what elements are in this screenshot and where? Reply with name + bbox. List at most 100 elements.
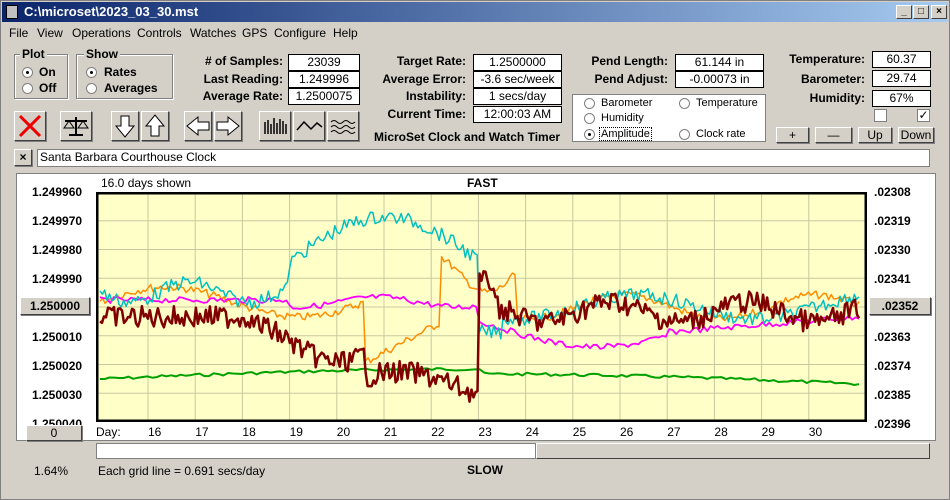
legend-barometer-radio[interactable] <box>584 98 595 109</box>
stop-button[interactable] <box>14 111 46 141</box>
line-graph-icon <box>296 120 323 131</box>
minus-button[interactable]: — <box>815 127 852 143</box>
menu-operations[interactable]: Operations <box>72 26 131 40</box>
day-tick-label: 26 <box>620 425 634 439</box>
legend-amplitude-label: Amplitude <box>599 127 652 141</box>
legend-humidity-radio[interactable] <box>584 113 595 124</box>
day-tick-label: 30 <box>808 425 823 439</box>
left-tick-label: 1.249960 <box>32 185 83 199</box>
app-icon <box>6 5 18 19</box>
legend-panel: Barometer Temperature Humidity Amplitude… <box>572 94 766 142</box>
balance-button[interactable] <box>60 111 92 141</box>
pend-adjust-value: -0.00073 in <box>675 71 764 88</box>
plot-on-radio[interactable] <box>22 67 33 78</box>
app-caption: MicroSet Clock and Watch Timer <box>374 130 561 144</box>
right-arrow-button[interactable] <box>214 111 242 141</box>
day-tick-label: 29 <box>761 425 775 439</box>
legend-clockrate-label: Clock rate <box>696 128 746 140</box>
arrow-up-icon <box>144 114 166 137</box>
target-rate-label: Target Rate: <box>396 54 466 68</box>
right-tick-label: .02374 <box>874 359 911 373</box>
average-error-label: Average Error: <box>382 72 466 86</box>
balance-icon <box>63 117 89 136</box>
plot-on-label: On <box>39 65 56 79</box>
left-tick-label: 1.249990 <box>32 272 83 286</box>
fast-label: FAST <box>467 176 498 190</box>
legend-amplitude-radio[interactable] <box>584 129 595 140</box>
day-tick-label: 20 <box>336 425 351 439</box>
right-tick-label: .02396 <box>874 417 911 431</box>
grid-note: Each grid line = 0.691 secs/day <box>98 464 266 478</box>
day-tick-label: 27 <box>667 425 681 439</box>
plus-button[interactable]: + <box>776 127 809 143</box>
last-reading-label: Last Reading: <box>203 72 283 86</box>
center-amplitude-button[interactable]: .02352 <box>869 297 931 315</box>
wave-icon <box>330 120 356 134</box>
humidity-label: Humidity: <box>809 91 865 105</box>
right-tick-label: .02330 <box>874 243 911 257</box>
show-rates-label: Rates <box>104 65 137 79</box>
scroll-down-button[interactable]: Down <box>898 127 934 143</box>
option-checkbox-2[interactable]: ✓ <box>917 108 930 122</box>
menu-view[interactable]: View <box>37 26 63 40</box>
show-group-title: Show <box>84 47 120 61</box>
legend-clockrate-radio[interactable] <box>679 129 690 140</box>
legend-temperature-label: Temperature <box>696 97 758 109</box>
right-tick-label: .02319 <box>874 214 911 228</box>
left-tick-label: 1.250030 <box>32 388 83 402</box>
right-tick-label: .02308 <box>874 185 911 199</box>
down-arrow-button[interactable] <box>111 111 139 141</box>
plot-off-radio[interactable] <box>22 83 33 94</box>
bars-view-button[interactable] <box>259 111 291 141</box>
center-rate-button[interactable]: 1.250000 <box>20 297 90 315</box>
show-rates-radio[interactable] <box>86 67 97 78</box>
plot-off-label: Off <box>39 81 57 95</box>
legend-temperature-radio[interactable] <box>679 98 690 109</box>
title-bar: C:\microset\2023_03_30.mst _ □ × <box>2 2 948 22</box>
menu-gps[interactable]: GPS <box>242 26 268 40</box>
arrow-right-icon <box>216 115 240 137</box>
window-title: C:\microset\2023_03_30.mst <box>24 4 199 19</box>
day-tick-label: 22 <box>431 425 445 439</box>
target-rate-value: 1.2500000 <box>473 54 562 71</box>
scroll-track[interactable] <box>96 443 536 459</box>
day-axis-label: Day: <box>96 425 121 439</box>
legend-barometer-label: Barometer <box>601 97 653 109</box>
arrow-down-icon <box>114 115 136 138</box>
plot-group-title: Plot <box>20 47 47 61</box>
left-tick-label: 1.249980 <box>32 243 83 257</box>
pend-length-value: 61.144 in <box>675 54 764 71</box>
slow-label: SLOW <box>467 463 503 477</box>
up-arrow-button[interactable] <box>141 111 169 141</box>
show-averages-radio[interactable] <box>86 83 97 94</box>
minimize-button[interactable]: _ <box>896 5 912 19</box>
pend-length-label: Pend Length: <box>591 54 668 68</box>
menu-controls[interactable]: Controls <box>137 26 182 40</box>
close-watch-button[interactable]: × <box>14 149 32 166</box>
left-tick-label: 1.250020 <box>32 359 83 373</box>
line-view-button[interactable] <box>293 111 325 141</box>
scroll-thumb[interactable] <box>536 443 930 459</box>
zero-button[interactable]: 0 <box>26 425 82 441</box>
scroll-up-button[interactable]: Up <box>858 127 892 143</box>
clockrate-trace <box>99 270 861 403</box>
show-averages-label: Averages <box>104 81 158 95</box>
left-tick-label: 1.249970 <box>32 214 83 228</box>
day-tick-label: 21 <box>384 425 398 439</box>
right-tick-label: .02363 <box>874 330 911 344</box>
day-tick-label: 28 <box>714 425 728 439</box>
menu-watches[interactable]: Watches <box>190 26 237 40</box>
option-checkbox-1[interactable] <box>874 109 887 122</box>
watch-name-field[interactable]: Santa Barbara Courthouse Clock <box>37 149 930 167</box>
close-button[interactable]: × <box>931 5 947 19</box>
last-reading-value: 1.249996 <box>288 71 360 88</box>
samples-value: 23039 <box>288 54 360 71</box>
maximize-button[interactable]: □ <box>913 5 929 19</box>
left-arrow-button[interactable] <box>184 111 212 141</box>
menu-help[interactable]: Help <box>333 26 358 40</box>
menu-configure[interactable]: Configure <box>274 26 327 40</box>
day-tick-label: 24 <box>525 425 539 439</box>
menu-file[interactable]: File <box>9 26 29 40</box>
wave-view-button[interactable] <box>327 111 359 141</box>
